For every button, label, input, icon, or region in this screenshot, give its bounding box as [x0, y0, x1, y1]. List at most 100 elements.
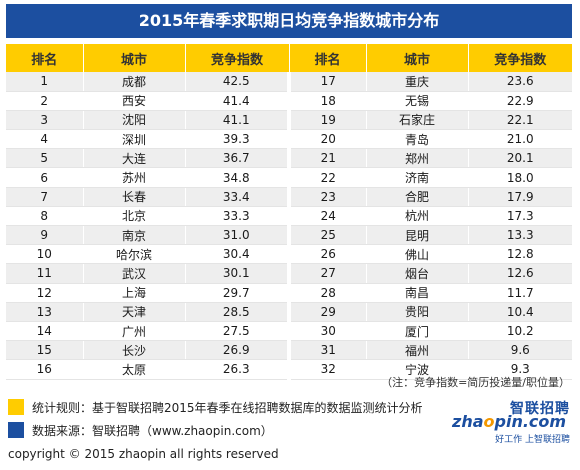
index-cell: 23.6: [468, 72, 572, 92]
table-row: 5 大连 36.7 21 郑州 20.1: [6, 148, 572, 169]
rank-cell: 30: [289, 321, 367, 342]
index-cell: 22.1: [468, 110, 572, 131]
rank-cell: 26: [289, 244, 367, 265]
rank-cell: 19: [289, 110, 367, 131]
index-cell: 22.9: [468, 91, 572, 111]
table-row: 12 上海 29.7 28 南昌 11.7: [6, 283, 572, 303]
rank-cell: 11: [6, 263, 84, 284]
city-cell: 成都: [83, 72, 186, 92]
page-title: 2015年春季求职期日均竞争指数城市分布: [6, 4, 572, 38]
city-cell: 宁波: [366, 359, 469, 380]
logo-cn-text: 智联招聘: [510, 401, 570, 417]
rank-cell: 32: [289, 359, 367, 380]
index-cell: 10.2: [468, 321, 572, 342]
rank-cell: 23: [289, 187, 367, 207]
index-cell: 34.8: [185, 167, 291, 188]
city-cell: 广州: [83, 321, 186, 342]
city-cell: 青岛: [366, 129, 469, 150]
index-cell: 30.1: [185, 263, 291, 284]
rank-cell: 13: [6, 302, 84, 322]
legend-source-text: 数据来源：智联招聘（www.zhaopin.com）: [32, 423, 273, 438]
table-row: 14 广州 27.5 30 厦门 10.2: [6, 321, 572, 342]
city-cell: 大连: [83, 148, 186, 169]
table-row: 15 长沙 26.9 31 福州 9.6: [6, 340, 572, 361]
rank-cell: 21: [289, 148, 367, 169]
rank-cell: 9: [6, 225, 84, 246]
index-cell: 30.4: [185, 244, 291, 265]
rank-cell: 1: [6, 72, 84, 92]
index-cell: 9.6: [468, 340, 572, 361]
header-city: 城市: [83, 44, 186, 72]
table-row: 3 沈阳 41.1 19 石家庄 22.1: [6, 110, 572, 131]
index-cell: 17.9: [468, 187, 572, 207]
rank-cell: 8: [6, 206, 84, 227]
city-cell: 南昌: [366, 283, 469, 303]
index-cell: 31.0: [185, 225, 291, 246]
city-cell: 郑州: [366, 148, 469, 169]
rank-cell: 12: [6, 283, 84, 303]
index-cell: 33.4: [185, 187, 291, 207]
zhaopin-logo: 智联招聘 zhaopin.com 好工作 上智联招聘: [452, 398, 570, 446]
ranking-table: 排名 城市 竞争指数 排名 城市 竞争指数 1 成都 42.5 17 重庆 23.6 2 西安…: [6, 44, 572, 380]
table-row: 11 武汉 30.1 27 烟台 12.6: [6, 263, 572, 284]
city-cell: 武汉: [83, 263, 186, 284]
table-row: 4 深圳 39.3 20 青岛 21.0: [6, 129, 572, 150]
header-city: 城市: [366, 44, 469, 72]
rank-cell: 28: [289, 283, 367, 303]
header-index: 竞争指数: [468, 44, 572, 72]
city-cell: 济南: [366, 167, 469, 188]
logo-tagline: 好工作 上智联招聘: [495, 435, 570, 445]
rank-cell: 10: [6, 244, 84, 265]
index-cell: 26.3: [185, 359, 291, 380]
rank-cell: 16: [6, 359, 84, 380]
legend-rule: 统计规则：基于智联招聘2015年春季在线招聘数据库的数据监测统计分析: [8, 398, 423, 416]
city-cell: 无锡: [366, 91, 469, 111]
rank-cell: 20: [289, 129, 367, 150]
index-cell: 41.4: [185, 91, 291, 111]
rank-cell: 25: [289, 225, 367, 246]
index-cell: 9.3: [468, 359, 572, 380]
rank-cell: 27: [289, 263, 367, 284]
index-cell: 12.8: [468, 244, 572, 265]
legend-rule-text: 统计规则：基于智联招聘2015年春季在线招聘数据库的数据监测统计分析: [32, 400, 423, 415]
table-header-row: 排名 城市 竞争指数 排名 城市 竞争指数: [6, 44, 572, 72]
city-cell: 厦门: [366, 321, 469, 342]
rank-cell: 4: [6, 129, 84, 150]
city-cell: 沈阳: [83, 110, 186, 131]
table-row: 10 哈尔滨 30.4 26 佛山 12.8: [6, 244, 572, 265]
table-row: 13 天津 28.5 29 贵阳 10.4: [6, 302, 572, 322]
table-body: 1 成都 42.5 17 重庆 23.6 2 西安 41.4 18 无锡 22.9 3 沈阳 41.1 19 石…: [6, 72, 572, 380]
city-cell: 西安: [83, 91, 186, 111]
copyright-text: copyright © 2015 zhaopin all rights rese…: [8, 447, 279, 461]
city-cell: 天津: [83, 302, 186, 322]
rank-cell: 3: [6, 110, 84, 131]
city-cell: 深圳: [83, 129, 186, 150]
city-cell: 上海: [83, 283, 186, 303]
table-row: 6 苏州 34.8 22 济南 18.0: [6, 167, 572, 188]
rank-cell: 2: [6, 91, 84, 111]
rank-cell: 5: [6, 148, 84, 169]
city-cell: 长沙: [83, 340, 186, 361]
logo-en-text: zhaopin.com: [452, 412, 567, 431]
city-cell: 杭州: [366, 206, 469, 227]
city-cell: 石家庄: [366, 110, 469, 131]
city-cell: 佛山: [366, 244, 469, 265]
rank-cell: 7: [6, 187, 84, 207]
index-cell: 36.7: [185, 148, 291, 169]
rank-cell: 15: [6, 340, 84, 361]
table-row: 8 北京 33.3 24 杭州 17.3: [6, 206, 572, 227]
rank-cell: 24: [289, 206, 367, 227]
index-cell: 27.5: [185, 321, 291, 342]
city-cell: 苏州: [83, 167, 186, 188]
table-row: 7 长春 33.4 23 合肥 17.9: [6, 187, 572, 207]
index-cell: 41.1: [185, 110, 291, 131]
rank-cell: 29: [289, 302, 367, 322]
rank-cell: 6: [6, 167, 84, 188]
index-cell: 26.9: [185, 340, 291, 361]
table-note: （注：竞争指数=简历投递量/职位量）: [381, 376, 570, 389]
index-cell: 12.6: [468, 263, 572, 284]
city-cell: 长春: [83, 187, 186, 207]
index-cell: 18.0: [468, 167, 572, 188]
header-rank: 排名: [289, 44, 367, 72]
table-row: 2 西安 41.4 18 无锡 22.9: [6, 91, 572, 111]
